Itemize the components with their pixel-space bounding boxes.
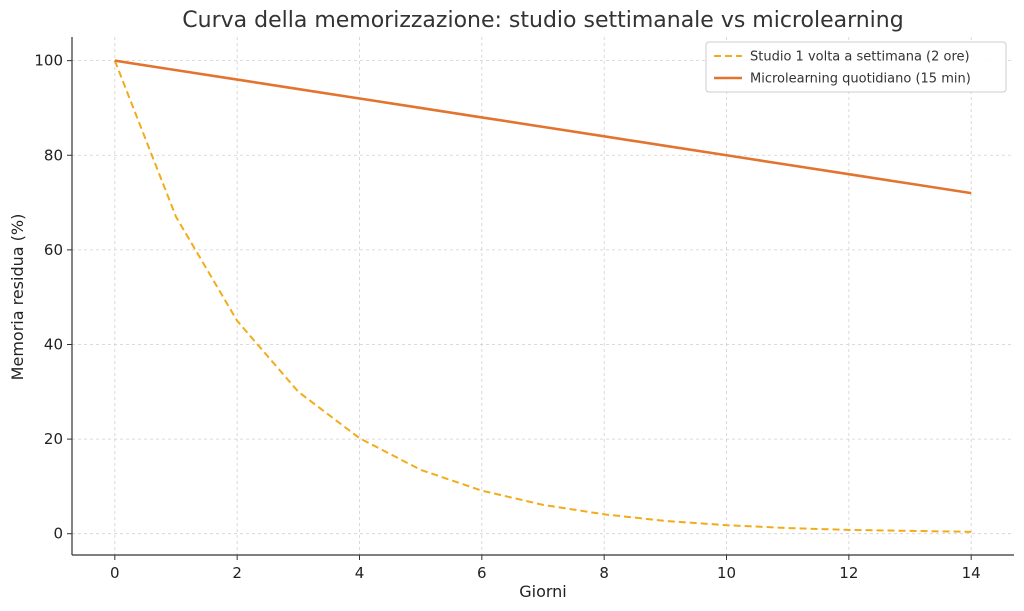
x-tick-label: 4 xyxy=(355,564,365,582)
y-tick-label: 100 xyxy=(34,52,63,70)
x-tick-label: 0 xyxy=(110,564,120,582)
y-axis-label: Memoria residua (%) xyxy=(8,214,27,381)
legend-label-2: Microlearning quotidiano (15 min) xyxy=(750,72,971,87)
y-tick-label: 60 xyxy=(44,241,63,259)
series-layer xyxy=(113,59,972,533)
x-tick-label: 6 xyxy=(477,564,487,582)
x-tick-label: 10 xyxy=(717,564,736,582)
y-tick-label: 40 xyxy=(44,335,63,353)
legend-label-1: Studio 1 volta a settimana (2 ore) xyxy=(750,50,970,65)
series-line-2 xyxy=(114,59,972,195)
series-line-1 xyxy=(113,60,972,533)
x-tick-label: 8 xyxy=(599,564,609,582)
axes: 0 2 4 6 8 10 12 14 0 20 40 60 80 100 xyxy=(34,37,1014,582)
legend: Studio 1 volta a settimana (2 ore) Microl… xyxy=(705,41,1007,93)
x-tick-label: 12 xyxy=(839,564,858,582)
x-tick-label: 2 xyxy=(232,564,242,582)
legend-box xyxy=(705,41,1007,93)
y-tick-label: 0 xyxy=(53,525,63,543)
y-tick-label: 20 xyxy=(44,430,63,448)
chart-title: Curva della memorizzazione: studio setti… xyxy=(182,8,903,33)
grid xyxy=(72,37,1014,555)
y-tick-label: 80 xyxy=(44,146,63,164)
x-axis-label: Giorni xyxy=(519,582,567,601)
x-tick-label: 14 xyxy=(962,564,981,582)
